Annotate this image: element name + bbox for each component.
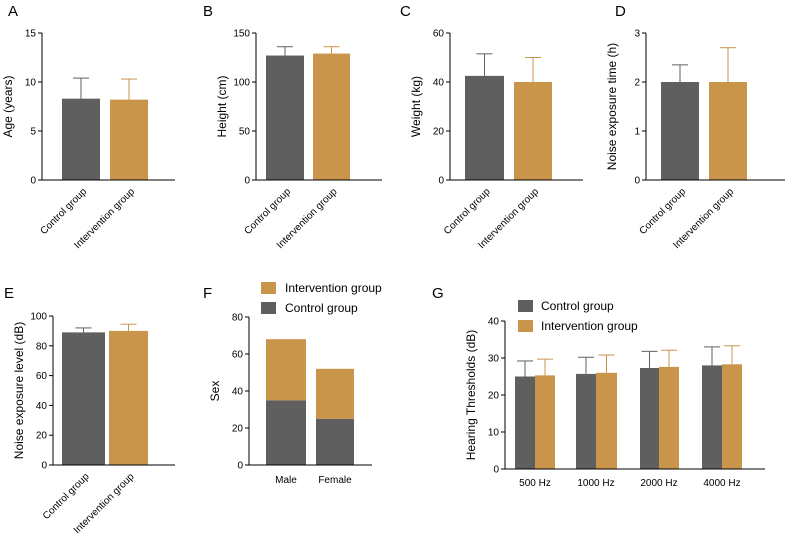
- bar-C-1: [514, 82, 552, 180]
- y-tick-label-D: 1: [634, 127, 640, 138]
- legend-label-G: Intervention group: [541, 319, 638, 333]
- y-axis-label-C: Weight (kg): [409, 76, 423, 137]
- y-tick-label-E: 80: [36, 341, 48, 352]
- y-axis-label-F: Sex: [208, 381, 222, 402]
- x-category-label-B: Control group: [242, 186, 293, 237]
- bar-D-0: [661, 82, 699, 180]
- stacked-bar-F-0-1: [266, 339, 306, 401]
- y-tick-label-A: 0: [30, 176, 36, 187]
- y-tick-label-A: 10: [25, 78, 37, 89]
- stacked-bar-F-0-0: [266, 400, 306, 465]
- panel-letter-F: F: [203, 285, 212, 302]
- y-axis-label-A: Age (years): [1, 75, 15, 137]
- y-tick-label-A: 5: [30, 127, 36, 138]
- y-tick-label-C: 0: [438, 176, 444, 187]
- bar-E-0: [62, 332, 105, 465]
- y-tick-label-C: 20: [433, 127, 445, 138]
- legend-label-G: Control group: [541, 299, 614, 313]
- bar-B-0: [266, 55, 304, 180]
- legend-swatch-G: [518, 320, 533, 332]
- panel-G: 500 Hz 1000 Hz 2000 Hz 4000 Hz G 0 10 20 30 40 Hea…: [432, 285, 765, 489]
- bar-C-0: [465, 75, 504, 180]
- y-tick-label-A: 15: [25, 29, 37, 40]
- x-category-label-F: Female: [318, 475, 352, 486]
- bar-G-1-1: [596, 372, 617, 469]
- y-tick-label-F: 60: [232, 350, 244, 361]
- panel-letter-C: C: [400, 3, 411, 20]
- y-tick-label-C: 60: [433, 29, 445, 40]
- y-tick-label-E: 60: [36, 371, 48, 382]
- y-tick-label-F: 20: [232, 424, 244, 435]
- y-tick-label-D: 3: [634, 29, 640, 40]
- y-axis-label-B: Height (cm): [215, 75, 229, 137]
- x-category-label-C: Control group: [442, 186, 493, 237]
- bar-D-1: [709, 82, 747, 180]
- bar-A-1: [110, 99, 148, 180]
- y-tick-label-G: 30: [488, 354, 500, 365]
- x-category-label-G: 500 Hz: [519, 478, 551, 489]
- bar-G-2-1: [659, 366, 679, 469]
- bar-E-1: [109, 330, 148, 465]
- panel-letter-G: G: [432, 285, 444, 302]
- y-axis-label-E: Noise exposure level (dB): [12, 322, 26, 459]
- legend-swatch-F: [261, 282, 276, 294]
- y-tick-label-C: 40: [433, 78, 445, 89]
- x-category-label-E: Control group: [41, 471, 92, 522]
- panel-letter-B: B: [203, 3, 213, 20]
- y-tick-label-F: 0: [237, 461, 243, 472]
- y-tick-label-B: 100: [233, 78, 250, 89]
- y-tick-label-B: 50: [239, 127, 251, 138]
- y-tick-label-G: 10: [488, 428, 500, 439]
- legend-swatch-F: [261, 302, 276, 314]
- bar-G-3-0: [702, 365, 722, 469]
- y-axis-label-G: Hearing Thresholds (dB): [464, 330, 478, 461]
- y-tick-label-E: 20: [36, 431, 48, 442]
- bar-G-0-0: [515, 376, 535, 469]
- x-category-label-G: 4000 Hz: [703, 478, 740, 489]
- bar-G-0-1: [535, 375, 555, 469]
- x-category-label-G: 1000 Hz: [577, 478, 614, 489]
- x-category-label-A: Control group: [38, 186, 89, 237]
- y-tick-label-F: 80: [232, 313, 244, 324]
- bar-B-1: [313, 53, 350, 180]
- y-tick-label-F: 40: [232, 387, 244, 398]
- x-category-label-D: Control group: [637, 186, 688, 237]
- legend-label-F: Intervention group: [285, 281, 382, 295]
- y-tick-label-E: 100: [30, 312, 47, 323]
- legend-label-F: Control group: [285, 301, 358, 315]
- y-tick-label-E: 0: [41, 461, 47, 472]
- y-tick-label-D: 0: [634, 176, 640, 187]
- bar-G-3-1: [722, 364, 742, 469]
- x-category-label-G: 2000 Hz: [640, 478, 677, 489]
- panel-F: Male Female F 0 20 40 60 80 Sex Intervention grou…: [203, 281, 382, 486]
- panel-letter-A: A: [8, 3, 18, 20]
- y-tick-label-B: 0: [244, 176, 250, 187]
- bar-A-0: [62, 98, 100, 180]
- y-tick-label-B: 150: [233, 29, 250, 40]
- stacked-bar-F-1-1: [316, 368, 354, 419]
- y-tick-label-D: 2: [634, 78, 640, 89]
- y-tick-label-G: 40: [488, 317, 500, 328]
- y-tick-label-G: 20: [488, 391, 500, 402]
- x-category-label-F: Male: [275, 475, 297, 486]
- y-tick-label-G: 0: [493, 465, 499, 476]
- panel-letter-E: E: [4, 285, 14, 302]
- stacked-bar-F-1-0: [316, 418, 354, 465]
- y-tick-label-E: 40: [36, 401, 48, 412]
- legend-swatch-G: [518, 300, 533, 312]
- bar-G-1-0: [576, 373, 596, 469]
- panel-letter-D: D: [615, 3, 626, 20]
- y-axis-label-D: Noise exposure time (h): [605, 43, 619, 170]
- bar-G-2-0: [640, 367, 659, 469]
